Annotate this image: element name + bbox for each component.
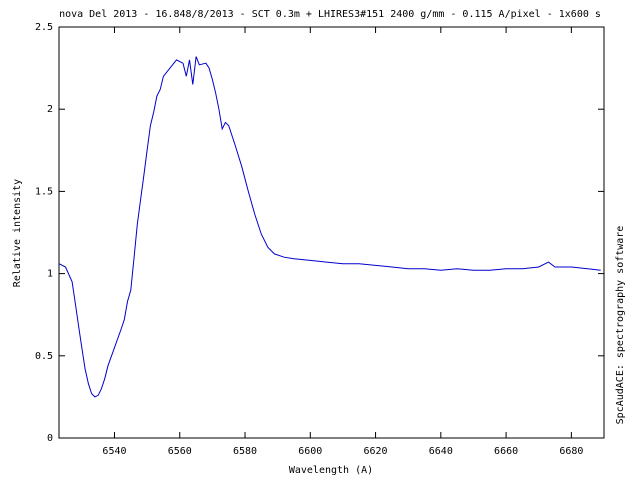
y-axis-label: Relative intensity [12, 179, 23, 287]
software-note: SpcAudACE: spectrography software [615, 226, 626, 425]
y-tick-label: 0 [47, 433, 53, 444]
x-tick-label: 6680 [559, 446, 583, 457]
x-tick-label: 6640 [429, 446, 453, 457]
x-tick-label: 6600 [298, 446, 322, 457]
y-tick-label: 0.5 [35, 351, 53, 362]
x-tick-label: 6580 [233, 446, 257, 457]
spectrum-line [58, 56, 601, 398]
x-tick-label: 6540 [102, 446, 126, 457]
y-tick-label: 2.5 [35, 22, 53, 33]
x-tick-label: 6560 [168, 446, 192, 457]
x-tick-label: 6620 [364, 446, 388, 457]
y-tick-label: 1.5 [35, 186, 53, 197]
x-tick-label: 6660 [494, 446, 518, 457]
y-tick-label: 2 [47, 104, 53, 115]
chart-title: nova Del 2013 - 16.848/8/2013 - SCT 0.3m… [59, 9, 601, 20]
plot-frame [58, 26, 605, 439]
y-tick-label: 1 [47, 269, 53, 280]
x-axis-label: Wavelength (A) [289, 465, 373, 476]
